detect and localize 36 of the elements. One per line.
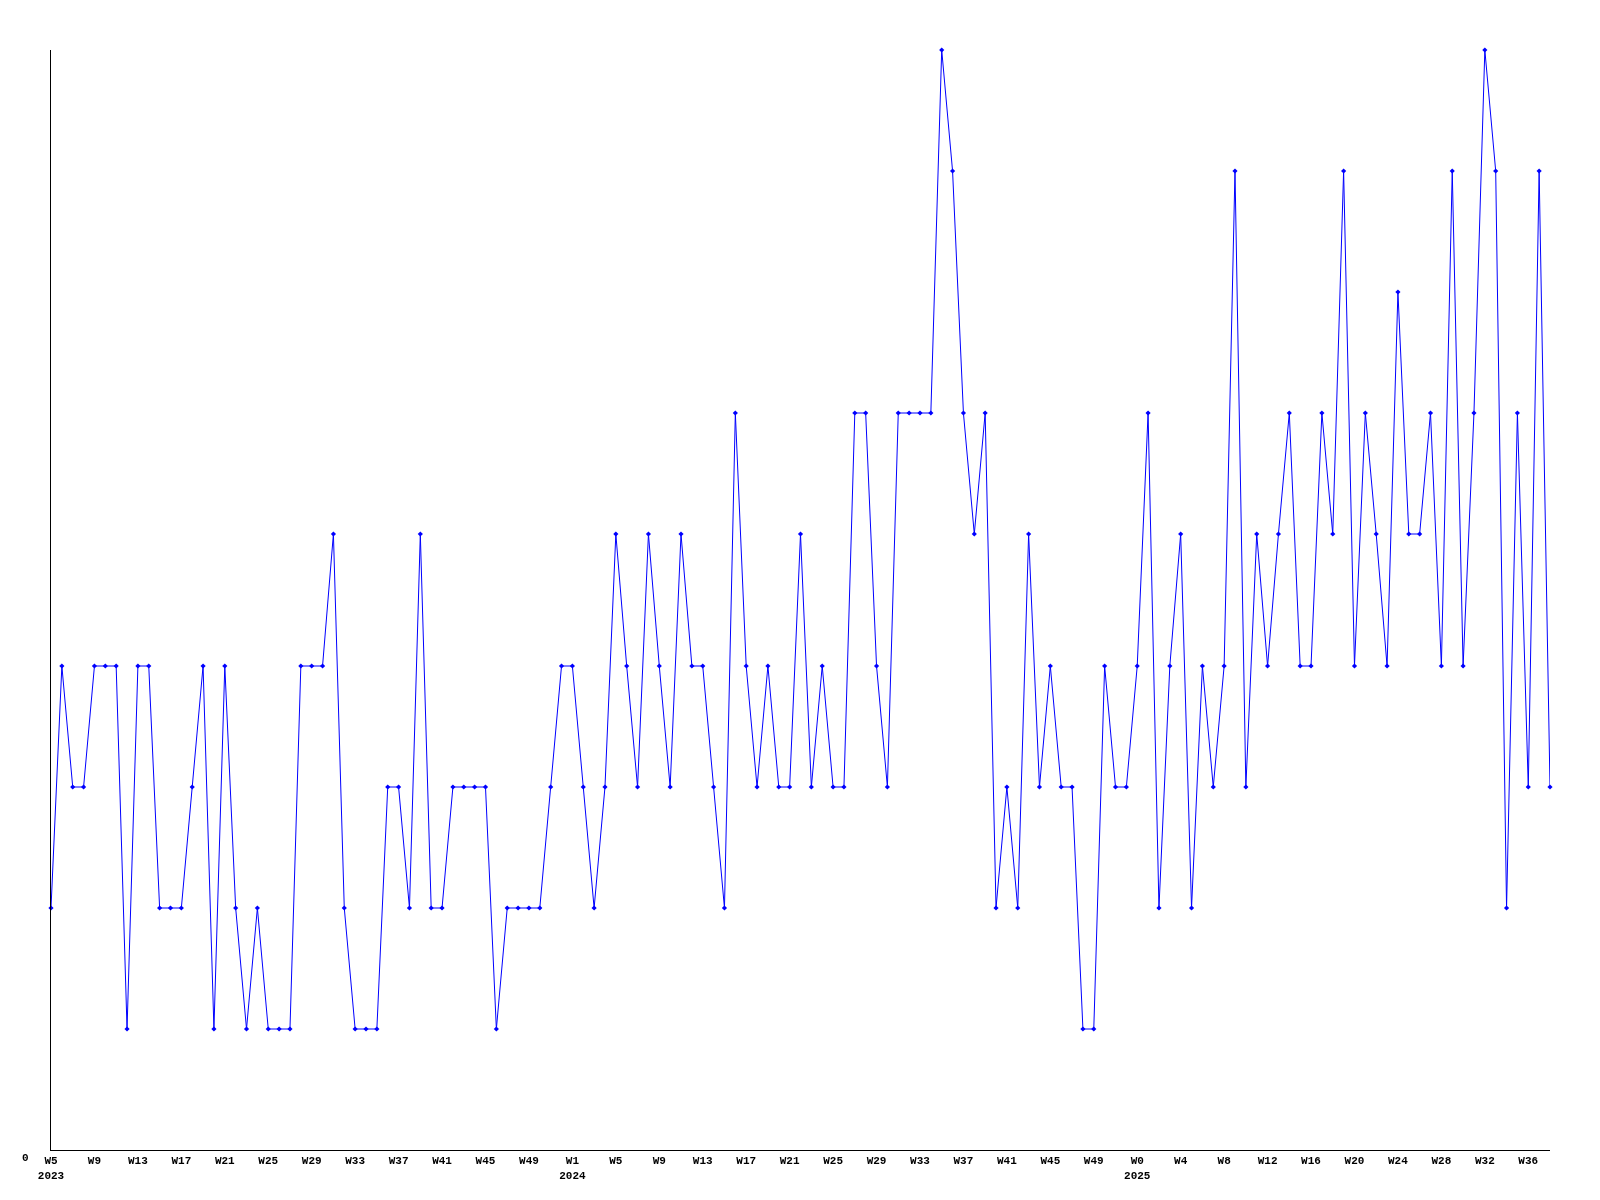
- x-tick-label: W37: [388, 1155, 409, 1168]
- x-tick-label: W1 2024: [559, 1155, 586, 1182]
- x-tick-label: W21: [779, 1155, 800, 1168]
- x-tick-label: W49: [1083, 1155, 1104, 1168]
- x-tick-label: W33: [345, 1155, 366, 1168]
- x-tick-label: W29: [866, 1155, 887, 1168]
- x-tick-label: W25: [823, 1155, 844, 1168]
- x-tick-label: W5 2023: [37, 1155, 65, 1182]
- x-tick-label: W4: [1174, 1155, 1188, 1168]
- x-tick-label: W8: [1217, 1155, 1232, 1168]
- x-tick-label: W45: [1040, 1155, 1061, 1168]
- x-tick-label: W41: [432, 1155, 453, 1168]
- x-tick-label: W32: [1474, 1155, 1495, 1168]
- x-tick-label: W45: [475, 1155, 496, 1168]
- x-tick-label: W9: [652, 1155, 666, 1168]
- x-tick-label: W17: [736, 1155, 757, 1168]
- x-tick-label: W29: [301, 1155, 322, 1168]
- x-tick-label: W13: [692, 1155, 714, 1168]
- x-tick-label: W17: [171, 1155, 192, 1168]
- x-tick-label: W20: [1344, 1155, 1365, 1168]
- text: 0: [22, 1152, 29, 1164]
- x-tick-label: W33: [910, 1155, 931, 1168]
- x-tick-label: W16: [1301, 1155, 1321, 1168]
- x-tick-label: W12: [1257, 1155, 1278, 1168]
- x-tick-label: W36: [1518, 1155, 1539, 1168]
- x-tick-label: W37: [953, 1155, 974, 1168]
- x-tick-label: W49: [519, 1155, 539, 1168]
- x-tick-label: W41: [996, 1155, 1018, 1168]
- x-tick-label: W21: [214, 1155, 236, 1168]
- x-tick-label: W13: [127, 1155, 149, 1168]
- x-tick-label: W25: [258, 1155, 279, 1168]
- x-tick-label: W9: [87, 1155, 102, 1168]
- x-tick-label: W24: [1388, 1155, 1409, 1168]
- x-tick-label: W28: [1431, 1155, 1452, 1168]
- x-tick-label: W5: [609, 1155, 623, 1168]
- x-tick-label: W0 2025: [1124, 1155, 1151, 1182]
